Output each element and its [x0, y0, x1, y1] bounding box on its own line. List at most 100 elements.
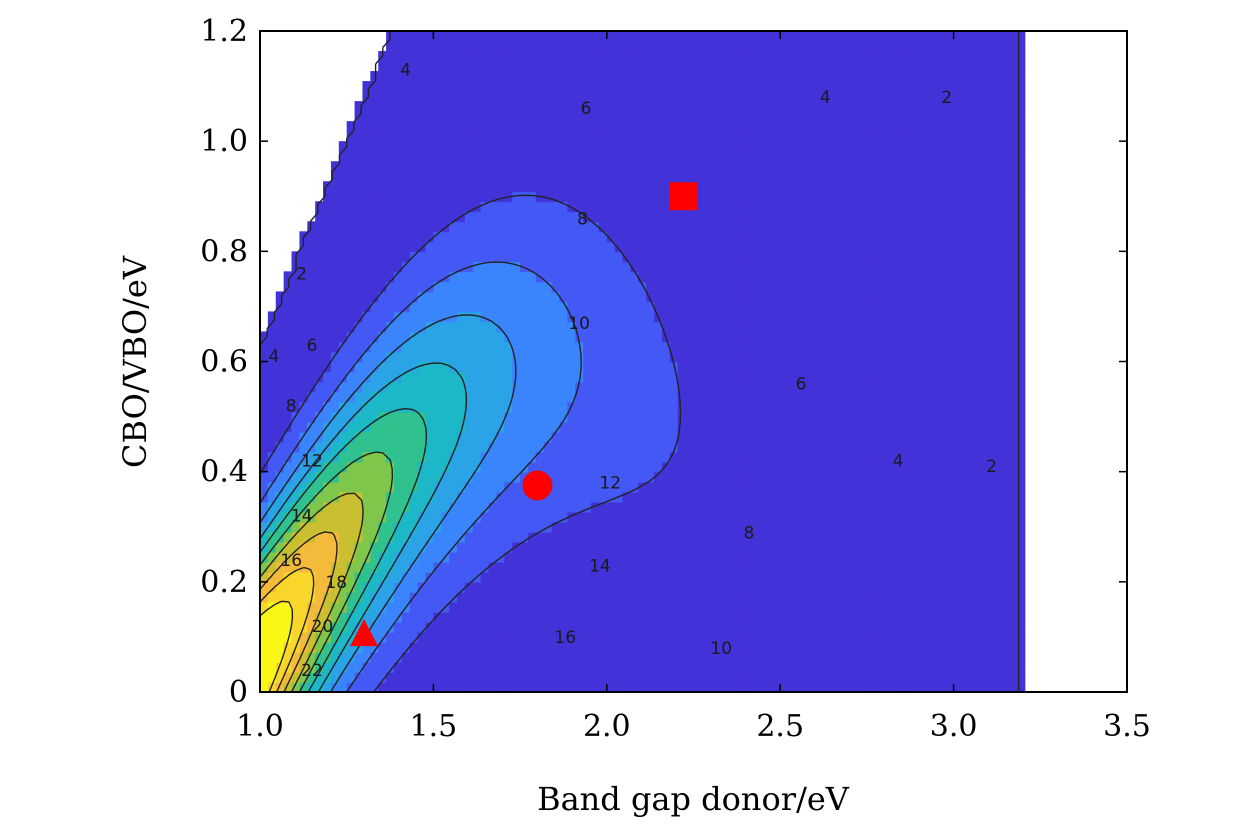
contour-cell — [575, 621, 584, 633]
contour-cell — [504, 451, 514, 463]
contour-cell — [701, 321, 711, 333]
contour-cell — [433, 61, 443, 72]
contour-cell — [551, 311, 561, 323]
contour-cell — [669, 61, 679, 72]
contour-cell — [803, 391, 813, 403]
contour-cell — [527, 111, 537, 122]
contour-cell — [740, 441, 750, 453]
contour-cell — [425, 31, 435, 42]
contour-cell — [512, 101, 521, 112]
contour-cell — [267, 481, 277, 493]
contour-cell — [661, 281, 671, 293]
contour-cell — [780, 551, 789, 563]
contour-cell — [567, 191, 577, 203]
contour-cell — [693, 461, 703, 473]
contour-cell — [393, 271, 403, 283]
contour-cell — [780, 421, 789, 433]
contour-cell — [354, 671, 364, 683]
contour-cell — [795, 231, 805, 243]
contour-cell — [669, 611, 679, 623]
contour-cell — [551, 401, 561, 413]
contour-cell — [504, 601, 514, 613]
contour-cell — [488, 181, 498, 193]
contour-cell — [819, 231, 829, 243]
contour-cell — [669, 661, 679, 673]
contour-cell — [811, 471, 821, 483]
contour-cell — [638, 391, 648, 403]
contour-cell — [795, 61, 805, 72]
contour-cell — [780, 471, 789, 483]
contour-cell — [725, 31, 734, 42]
contour-cell — [338, 321, 348, 333]
contour-cell — [401, 291, 411, 303]
contour-cell — [859, 91, 868, 102]
contour-cell — [677, 71, 687, 82]
contour-cell — [748, 141, 758, 152]
contour-cell — [543, 241, 553, 253]
contour-cell — [583, 411, 592, 423]
contour-cell — [441, 541, 450, 553]
contour-cell — [559, 291, 569, 303]
contour-cell — [583, 71, 592, 82]
contour-cell — [386, 271, 395, 283]
contour-cell — [685, 341, 695, 353]
contour-cell — [795, 181, 805, 193]
contour-cell — [275, 391, 285, 403]
contour-cell — [874, 41, 884, 52]
contour-cell — [669, 301, 679, 313]
contour-cell — [882, 381, 892, 393]
contour-cell — [795, 521, 805, 533]
contour-cell — [583, 151, 592, 162]
contour-cell — [543, 411, 553, 423]
contour-cell — [307, 451, 316, 463]
contour-cell — [401, 121, 411, 132]
contour-cell — [669, 631, 679, 643]
contour-cell — [646, 471, 655, 483]
contour-cell — [693, 51, 703, 62]
contour-cell — [740, 581, 750, 593]
contour-cell — [661, 411, 671, 423]
contour-cell — [370, 101, 380, 112]
contour-cell — [583, 591, 592, 603]
contour-cell — [866, 481, 876, 493]
contour-cell — [315, 551, 324, 563]
contour-cell — [669, 331, 679, 343]
contour-cell — [330, 681, 340, 692]
contour-cell — [378, 321, 387, 333]
contour-cell — [393, 491, 403, 503]
contour-cell — [551, 141, 561, 152]
contour-cell — [795, 681, 805, 692]
contour-cell — [866, 211, 876, 223]
contour-cell — [425, 501, 435, 513]
contour-cell — [606, 371, 616, 383]
contour-cell — [614, 231, 624, 243]
contour-cell — [496, 481, 506, 493]
contour-cell — [480, 241, 490, 253]
contour-cell — [701, 641, 711, 653]
contour-cell — [614, 251, 624, 263]
contour-cell — [449, 61, 458, 72]
contour-cell — [788, 131, 797, 142]
contour-cell — [725, 71, 734, 82]
contour-cell — [260, 371, 269, 383]
contour-cell — [409, 61, 419, 72]
contour-cell — [583, 261, 592, 273]
contour-cell — [669, 651, 679, 663]
contour-cell — [480, 681, 490, 692]
contour-cell — [354, 431, 364, 443]
contour-cell — [606, 301, 616, 313]
contour-cell — [441, 211, 450, 223]
contour-cell — [661, 471, 671, 483]
contour-cell — [780, 221, 789, 233]
contour-cell — [338, 431, 348, 443]
contour-cell — [401, 131, 411, 142]
contour-cell — [772, 371, 781, 383]
contour-cell — [772, 301, 781, 313]
contour-cell — [606, 541, 616, 553]
contour-cell — [362, 591, 372, 603]
contour-cell — [401, 111, 411, 122]
contour-cell — [401, 261, 411, 273]
contour-cell — [527, 171, 537, 183]
contour-cell — [732, 531, 742, 543]
contour-cell — [496, 281, 506, 293]
